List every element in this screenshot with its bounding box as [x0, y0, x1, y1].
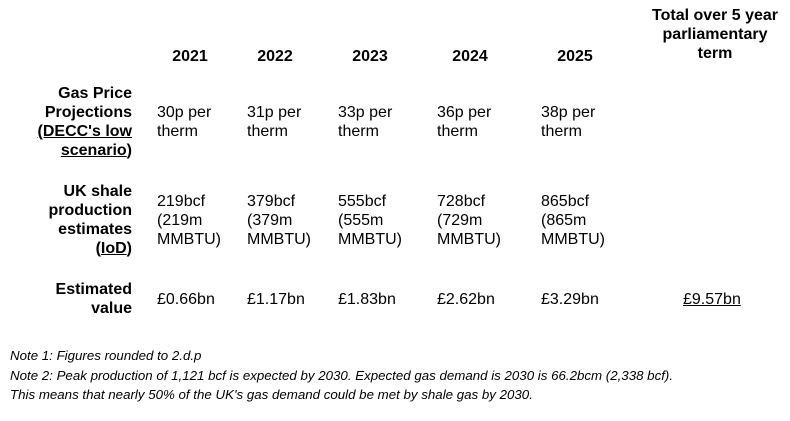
shale-2022: 379bcf (379m MMBTU) [247, 192, 311, 249]
gas-price-2023-line1: 33p per [338, 104, 393, 121]
decc-link-part1[interactable]: (DECC's low [37, 123, 132, 140]
note-3: This means that nearly 50% of the UK's g… [10, 387, 533, 402]
gas-price-2025-line1: 38p per [541, 104, 596, 121]
row-label-value-line2: value [91, 300, 132, 317]
row-label-shale-line2: production [48, 202, 132, 219]
row-label-gas-price-line3: (DECC's low [0, 122, 132, 141]
shale-2024: 728bcf (729m MMBTU) [437, 192, 501, 249]
value-2025: £3.29bn [541, 291, 599, 308]
gas-price-2024-line1: 36p per [437, 104, 492, 121]
gas-price-2023-line2: therm [338, 123, 379, 140]
row-label-shale-line1: UK shale [63, 183, 132, 200]
row-label-shale-line3: estimates [58, 221, 132, 238]
header-2025: 2025 [557, 48, 593, 65]
value-2021: £0.66bn [157, 291, 215, 308]
value-2022: £1.17bn [247, 291, 305, 308]
gas-price-2021: 30p per therm [157, 103, 211, 141]
shale-2022-line3: MMBTU) [247, 231, 311, 248]
header-total-line1: Total over 5 year [652, 7, 778, 24]
shale-2025-line2: (865m [541, 212, 587, 229]
iod-close-paren: ) [126, 240, 132, 257]
value-2023: £1.83bn [338, 291, 396, 308]
shale-2021-line2: (219m [157, 212, 203, 229]
row-label-gas-price-line1: Gas Price [58, 85, 132, 102]
value-2024: £2.62bn [437, 291, 495, 308]
decc-link-part2[interactable]: scenario [60, 142, 127, 159]
shale-2022-line1: 379bcf [247, 193, 296, 210]
shale-2021: 219bcf (219m MMBTU) [157, 192, 221, 249]
row-label-estimated-value: Estimated value [0, 280, 132, 318]
decc-link-close: ) [126, 142, 132, 159]
shale-2025-line3: MMBTU) [541, 231, 605, 248]
gas-price-2025-line2: therm [541, 123, 582, 140]
header-2024: 2024 [452, 48, 488, 65]
note-1: Note 1: Figures rounded to 2.d.p [10, 348, 202, 363]
gas-price-2025: 38p per therm [541, 103, 595, 141]
gas-price-2022-line1: 31p per [247, 104, 302, 121]
note-2: Note 2: Peak production of 1,121 bcf is … [10, 367, 674, 383]
shale-2024-line3: MMBTU) [437, 231, 501, 248]
row-label-value-line1: Estimated [55, 281, 132, 298]
shale-2025: 865bcf (865m MMBTU) [541, 192, 605, 249]
header-2021: 2021 [172, 48, 208, 65]
gas-price-2022: 31p per therm [247, 103, 301, 141]
gas-price-2024: 36p per therm [437, 103, 491, 141]
shale-2025-line1: 865bcf [541, 193, 590, 210]
value-total-link[interactable]: £9.57bn [683, 291, 741, 308]
header-total: Total over 5 year parliamentary term [630, 6, 790, 63]
gas-price-2024-line2: therm [437, 123, 478, 140]
shale-2023-line3: MMBTU) [338, 231, 402, 248]
shale-2024-line2: (729m [437, 212, 483, 229]
iod-open-paren: ( [95, 240, 101, 257]
gas-price-2021-line1: 30p per [157, 104, 212, 121]
shale-2022-line2: (379m [247, 212, 293, 229]
row-label-gas-price: Gas Price Projections (DECC's low scenar… [0, 84, 132, 160]
footnotes: Note 1: Figures rounded to 2.d.p Note 2:… [10, 346, 785, 405]
shale-2021-line1: 219bcf [157, 193, 206, 210]
row-label-gas-price-line2: Projections [44, 104, 132, 121]
row-label-shale-line4: (IoD) [0, 239, 132, 258]
gas-price-2021-line2: therm [157, 123, 198, 140]
shale-2023-line1: 555bcf [338, 193, 387, 210]
gas-price-2022-line2: therm [247, 123, 288, 140]
shale-2023-line2: (555m [338, 212, 384, 229]
shale-2021-line3: MMBTU) [157, 231, 221, 248]
header-total-line2: parliamentary [662, 26, 768, 43]
header-2023: 2023 [352, 48, 388, 65]
row-label-gas-price-line4: scenario) [0, 141, 132, 160]
header-2022: 2022 [257, 48, 293, 65]
header-total-line3: term [697, 45, 733, 62]
shale-2024-line1: 728bcf [437, 193, 486, 210]
iod-link[interactable]: IoD [100, 240, 127, 257]
gas-price-2023: 33p per therm [338, 103, 392, 141]
shale-2023: 555bcf (555m MMBTU) [338, 192, 402, 249]
row-label-shale-production: UK shale production estimates (IoD) [0, 182, 132, 258]
